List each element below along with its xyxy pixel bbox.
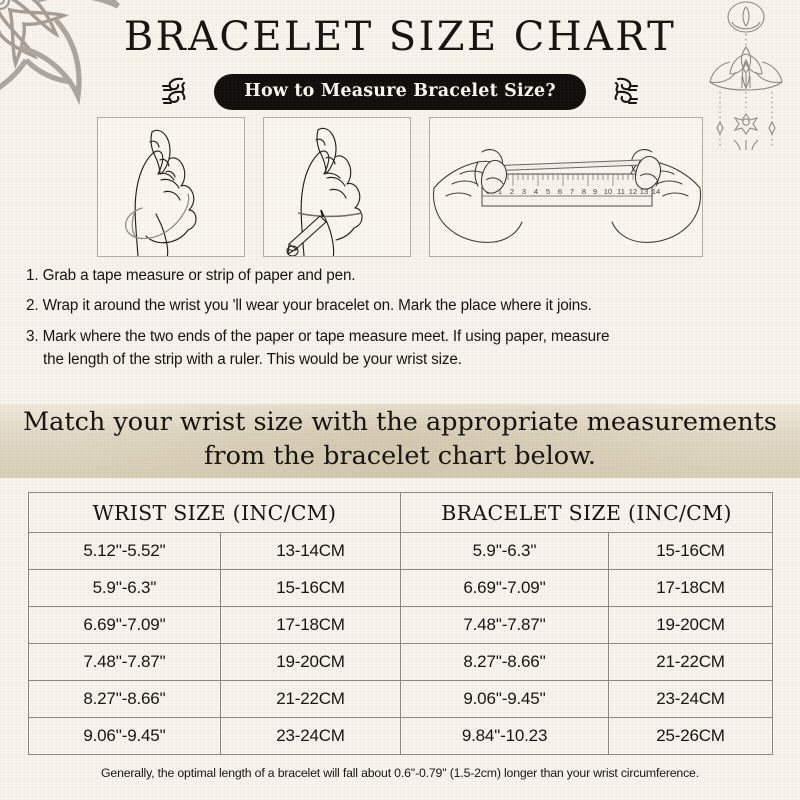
section-heading-line1: Match your wrist size with the appropria… <box>23 407 777 437</box>
section-heading: Match your wrist size with the appropria… <box>0 406 800 473</box>
how-to-measure-badge: How to Measure Bracelet Size? <box>214 74 586 110</box>
svg-text:9: 9 <box>593 187 597 196</box>
svg-text:2: 2 <box>510 187 514 196</box>
step-text: Mark where the two ends of the paper or … <box>42 327 610 345</box>
svg-text:8: 8 <box>582 187 586 196</box>
cell-bracelet-cm: 15-16CM <box>608 532 774 570</box>
svg-text:3: 3 <box>522 187 526 196</box>
svg-text:6: 6 <box>558 187 562 196</box>
flourish-swirl-ornament <box>162 77 186 105</box>
cell-bracelet-inch: 7.48''-7.87'' <box>400 606 610 644</box>
cell-bracelet-cm: 23-24CM <box>608 680 774 718</box>
hand-with-tape-and-pen-illustration <box>263 117 411 257</box>
cell-wrist-inch: 5.9''-6.3'' <box>28 569 221 607</box>
cell-bracelet-inch: 6.69''-7.09'' <box>400 569 610 607</box>
cell-bracelet-cm: 19-20CM <box>608 606 774 644</box>
cell-bracelet-inch: 9.84''-10.23 <box>400 717 610 755</box>
cell-bracelet-cm: 21-22CM <box>608 643 774 681</box>
step-text: Grab a tape measure or strip of paper an… <box>42 267 356 284</box>
cell-bracelet-inch: 9.06''-9.45'' <box>400 680 610 718</box>
cell-bracelet-inch: 5.9''-6.3'' <box>400 532 610 570</box>
list-item: 1. Grab a tape measure or strip of paper… <box>26 264 778 287</box>
svg-text:7: 7 <box>570 187 574 196</box>
table-row: 9.06''-9.45'' 23-24CM 9.84''-10.23 25-26… <box>28 717 774 755</box>
cell-wrist-cm: 17-18CM <box>219 606 402 644</box>
footer-note: Generally, the optimal length of a brace… <box>101 766 699 780</box>
svg-text:5: 5 <box>546 187 550 196</box>
hand-with-string-illustration <box>97 117 245 257</box>
svg-text:10: 10 <box>604 187 612 196</box>
step-text-continued: the length of the strip with a ruler. Th… <box>43 350 462 368</box>
size-chart-table-wrapper: WRIST SIZE (INC/CM) BRACELET SIZE (INC/C… <box>27 492 774 755</box>
svg-text:13: 13 <box>640 187 648 196</box>
cell-wrist-cm: 13-14CM <box>219 532 402 570</box>
cell-wrist-inch: 9.06''-9.45'' <box>28 717 221 755</box>
cell-wrist-cm: 23-24CM <box>219 717 402 755</box>
table-header-wrist-size: WRIST SIZE (INC/CM) <box>27 492 402 533</box>
flourish-swirl-ornament <box>614 77 638 105</box>
svg-text:1: 1 <box>498 187 502 196</box>
cell-bracelet-inch: 8.27''-8.66'' <box>400 643 610 681</box>
size-chart-table: WRIST SIZE (INC/CM) BRACELET SIZE (INC/C… <box>27 492 774 755</box>
table-row: 6.69''-7.09'' 17-18CM 7.48''-7.87'' 19-2… <box>28 606 774 644</box>
section-heading-line2: from the bracelet chart below. <box>203 440 597 471</box>
step-text: Wrap it around the wrist you 'll wear yo… <box>42 297 592 315</box>
cell-wrist-cm: 19-20CM <box>219 643 402 681</box>
table-row: 7.48''-7.87'' 19-20CM 8.27''-8.66'' 21-2… <box>28 643 774 681</box>
measurement-steps: 1. Grab a tape measure or strip of paper… <box>26 264 778 378</box>
list-item: 3. Mark where the two ends of the paper … <box>26 325 778 372</box>
mandala-flower-ornament <box>0 0 120 106</box>
cell-wrist-cm: 21-22CM <box>219 680 402 718</box>
svg-text:4: 4 <box>534 187 538 196</box>
table-row: 5.12''-5.52'' 13-14CM 5.9''-6.3'' 15-16C… <box>28 532 774 570</box>
cell-bracelet-cm: 17-18CM <box>608 569 774 607</box>
step-number: 2. <box>26 297 39 315</box>
table-header-bracelet-size: BRACELET SIZE (INC/CM) <box>400 492 774 533</box>
table-row: 8.27''-8.66'' 21-22CM 9.06''-9.45'' 23-2… <box>28 680 774 718</box>
step-number: 1. <box>26 267 39 284</box>
table-header-row: WRIST SIZE (INC/CM) BRACELET SIZE (INC/C… <box>27 492 774 533</box>
step-number: 3. <box>26 327 39 345</box>
svg-text:11: 11 <box>617 187 625 196</box>
cell-wrist-cm: 15-16CM <box>219 569 402 607</box>
list-item: 2. Wrap it around the wrist you 'll wear… <box>26 294 778 317</box>
cell-bracelet-cm: 25-26CM <box>608 717 774 755</box>
cell-wrist-inch: 8.27''-8.66'' <box>28 680 221 718</box>
svg-text:12: 12 <box>629 187 637 196</box>
page-title: BRACELET SIZE CHART <box>123 14 677 60</box>
cell-wrist-inch: 5.12''-5.52'' <box>28 532 221 570</box>
cell-wrist-inch: 7.48''-7.87'' <box>28 643 221 681</box>
svg-text:14: 14 <box>652 187 660 196</box>
cell-wrist-inch: 6.69''-7.09'' <box>28 606 221 644</box>
badge-row: How to Measure Bracelet Size? <box>0 72 800 112</box>
table-row: 5.9''-6.3'' 15-16CM 6.69''-7.09'' 17-18C… <box>28 569 774 607</box>
boho-lotus-moon-ornament <box>709 1 783 150</box>
section-band <box>0 404 800 478</box>
